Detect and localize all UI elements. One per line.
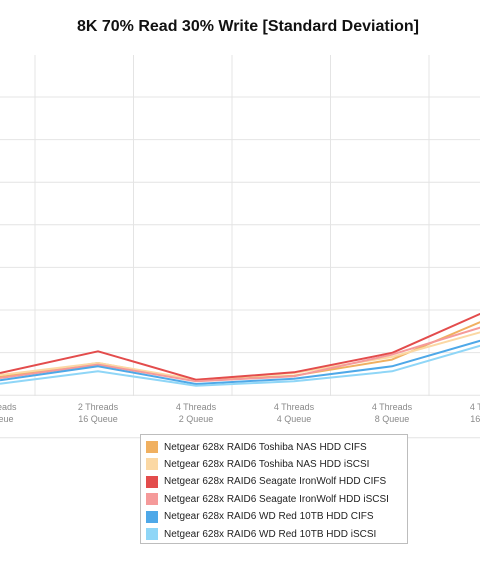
series-line [0,326,480,383]
series-line [0,339,480,385]
legend-label: Netgear 628x RAID6 Seagate IronWolf HDD … [164,476,387,488]
x-tick-label: 8 Queue [375,414,410,424]
x-tick-label: Threads [0,402,17,412]
series-line [0,331,480,381]
legend-swatch [146,528,158,540]
legend-item: Netgear 628x RAID6 Seagate IronWolf HDD … [146,490,389,508]
legend-item: Netgear 628x RAID6 WD Red 10TB HDD CIFS [146,508,374,526]
legend-item: Netgear 628x RAID6 Seagate IronWolf HDD … [146,473,386,491]
x-tick-labels: Threads Queue 2 Threads 16 Queue 4 Threads 2 … [0,402,480,424]
legend-item: Netgear 628x RAID6 WD Red 10TB HDD iSCSI [146,525,376,543]
x-tick-label: 4 Threads [176,402,217,412]
series-line [0,312,480,381]
series-lines [0,312,480,387]
grid-layer [0,55,480,439]
legend-swatch [146,510,158,523]
legend-label: Netgear 628x RAID6 WD Red 10TB HDD CIFS [164,511,374,523]
legend-label: Netgear 628x RAID6 Seagate IronWolf HDD … [164,493,389,505]
legend-swatch [146,458,158,471]
x-tick-label: Queue [0,414,14,424]
x-tick-label: 4 Threads [372,402,413,412]
x-tick-label: 2 Queue [179,414,214,424]
legend-label: Netgear 628x RAID6 Toshiba NAS HDD iSCSI [164,458,370,470]
x-tick-label: 16 Queue [78,414,118,424]
x-tick-label: 4 Threads [470,402,480,412]
legend-item: Netgear 628x RAID6 Toshiba NAS HDD iSCSI [146,455,369,473]
legend-item: Netgear 628x RAID6 Toshiba NAS HDD CIFS [146,438,367,456]
legend-label: Netgear 628x RAID6 WD Red 10TB HDD iSCSI [164,528,377,540]
series-line [0,344,480,387]
legend-swatch [146,475,158,488]
x-tick-label: 4 Threads [274,402,315,412]
x-tick-label: 4 Queue [277,414,312,424]
legend-swatch [146,441,158,453]
x-tick-label: 2 Threads [78,402,119,412]
legend-label: Netgear 628x RAID6 Toshiba NAS HDD CIFS [164,441,367,453]
legend: Netgear 628x RAID6 Toshiba NAS HDD CIFS N… [140,434,408,544]
chart-title: 8K 70% Read 30% Write [Standard Deviatio… [76,18,420,35]
legend-swatch [146,493,158,506]
x-tick-label: 16 Queue [470,414,480,424]
